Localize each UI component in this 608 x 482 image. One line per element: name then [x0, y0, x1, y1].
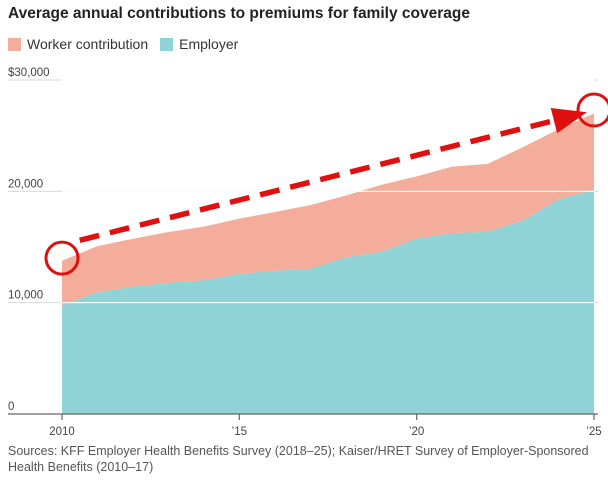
legend-label-employer: Employer [179, 36, 239, 52]
grid-layer [8, 79, 598, 415]
y-tick-label: 10,000 [8, 290, 43, 302]
legend-item-employer: Employer [160, 36, 238, 52]
x-tick-label: ’15 [232, 426, 247, 438]
legend-item-worker: Worker contribution [8, 36, 148, 52]
area-layer [62, 113, 594, 414]
area-worker-contribution [62, 113, 594, 306]
y-tick-label: $30,000 [8, 67, 50, 79]
x-tick-label: 2010 [49, 426, 75, 438]
annotation-circle [44, 240, 80, 276]
annotation-circle [576, 92, 608, 128]
y-tick-label: 20,000 [8, 178, 43, 190]
y-tick-label: 0 [8, 401, 14, 413]
annotation-layer [44, 92, 608, 276]
legend-swatch-worker [8, 37, 21, 51]
x-tick-label: ’20 [409, 426, 424, 438]
y-tick-labels: 0 10,000 20,000 $30,000 [8, 67, 50, 413]
area-employer [62, 189, 594, 414]
x-ticks: 2010 ’15 ’20 ’25 [49, 414, 602, 438]
chart-area-svg: 0 10,000 20,000 $30,000 2010 ’15 ’20 ’25 [8, 67, 608, 438]
chart-title: Average annual contributions to premiums… [8, 5, 470, 22]
annotation-arrowhead [550, 108, 587, 134]
annotation-dashed-arrow-shaft [79, 117, 555, 243]
source-note: Sources: KFF Employer Health Benefits Su… [8, 444, 589, 474]
legend-swatch-employer [160, 37, 174, 51]
chart-legend: Worker contribution Employer [8, 36, 250, 52]
legend-label-worker: Worker contribution [27, 36, 149, 52]
x-tick-label: ’25 [586, 426, 601, 438]
